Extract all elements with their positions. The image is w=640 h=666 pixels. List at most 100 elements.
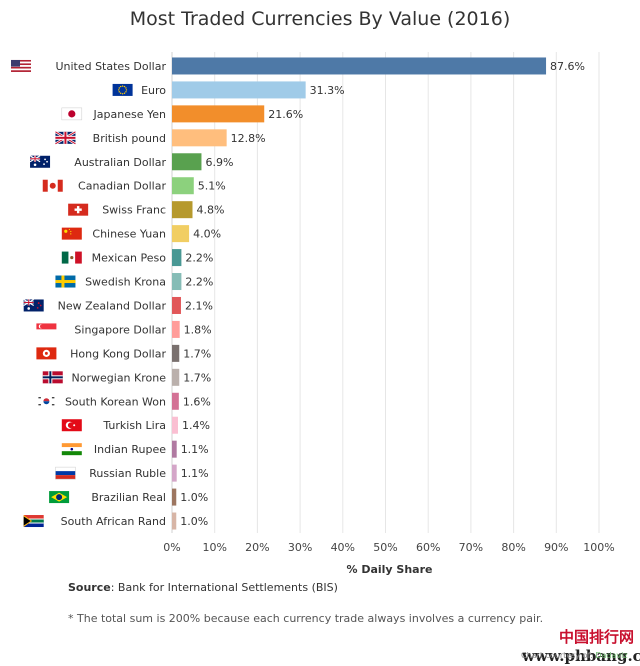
source-text: : Bank for International Settlements (BI…	[110, 581, 338, 594]
x-tick-label: 60%	[416, 541, 440, 554]
credit-prefix: Chart courtesy of:	[521, 651, 596, 660]
category-label: Japanese Yen	[93, 108, 166, 121]
flag-part	[55, 471, 76, 476]
us-flag	[11, 59, 31, 72]
bar-value-label: 4.8%	[196, 204, 224, 217]
nz-flag	[23, 298, 44, 312]
bar-value-label: 5.1%	[198, 180, 226, 193]
flag-part	[23, 301, 34, 303]
flag-part	[125, 87, 127, 89]
flag-part	[70, 255, 74, 260]
flag-part	[36, 323, 57, 330]
flag-part	[56, 494, 63, 501]
flag-part	[70, 230, 72, 233]
flag-part	[73, 424, 76, 427]
flag-part	[11, 63, 31, 66]
bar-value-label: 4.0%	[193, 228, 221, 241]
flag-part	[36, 306, 39, 309]
flag-part	[51, 404, 55, 406]
flag-part	[38, 404, 41, 406]
flag-part	[61, 451, 82, 456]
bar	[172, 392, 179, 410]
ru-flag	[55, 466, 76, 480]
bar	[172, 368, 180, 386]
flag-part	[70, 447, 74, 451]
category-label: Russian Ruble	[89, 467, 166, 480]
bar	[172, 464, 177, 482]
flag-part	[11, 65, 31, 67]
flag-part	[11, 68, 31, 71]
bar-value-label: 87.6%	[550, 60, 585, 73]
x-tick-label: 100%	[583, 541, 614, 554]
flag-part	[121, 85, 124, 87]
bar-value-label: 21.6%	[268, 108, 303, 121]
no-flag	[42, 371, 63, 384]
flag-part	[38, 397, 41, 399]
flag-part	[75, 251, 82, 264]
bar-chart: 0% 10% 20% 30% 40% 50% 60% 70% 80% 90% 100% % Daily…	[11, 52, 615, 576]
source-label: Source	[68, 581, 111, 594]
category-label: Swiss Franc	[102, 204, 166, 217]
za-flag	[23, 515, 44, 528]
bar-value-label: 1.8%	[184, 323, 212, 336]
flag-part	[39, 304, 42, 307]
x-tick-label: 30%	[288, 541, 312, 554]
flag-part	[23, 515, 44, 522]
bar-value-label: 2.2%	[185, 252, 213, 265]
au-flag	[29, 155, 51, 168]
bar	[172, 153, 202, 171]
bar	[172, 296, 181, 314]
bar	[172, 273, 182, 291]
bar-value-label: 1.0%	[180, 515, 208, 528]
category-label: Norwegian Krone	[72, 371, 167, 384]
flag-part	[118, 91, 120, 93]
chart-title: Most Traded Currencies By Value (2016)	[129, 8, 511, 30]
flag-part	[68, 110, 76, 118]
flag-part	[68, 228, 70, 231]
flag-part	[51, 397, 55, 399]
bar-value-label: 1.4%	[182, 419, 210, 432]
bar-value-label: 1.6%	[183, 395, 211, 408]
flag-part	[33, 163, 37, 167]
flag-part	[37, 302, 40, 304]
category-label: British pound	[93, 132, 166, 145]
bar-value-label: 2.2%	[185, 276, 213, 289]
category-label: New Zealand Dollar	[58, 299, 167, 312]
flag-part	[119, 85, 122, 88]
flag-part	[40, 324, 44, 329]
category-label: Canadian Dollar	[78, 180, 166, 193]
watermark-site-name: 中国排行网	[558, 628, 634, 646]
category-label: Indian Rupee	[94, 443, 166, 456]
tr-flag	[61, 419, 82, 432]
flag-part	[49, 182, 56, 189]
flag-part	[112, 83, 133, 96]
mx-flag	[61, 251, 82, 264]
flag-part	[55, 467, 76, 472]
category-label: Mexican Peso	[92, 252, 167, 265]
flag-part	[11, 66, 31, 69]
bar	[172, 177, 194, 195]
flag-part	[11, 59, 31, 62]
br-flag	[49, 491, 70, 504]
bar	[172, 249, 182, 267]
flag-part	[121, 93, 124, 95]
gb-flag	[54, 130, 77, 145]
bar	[172, 105, 265, 123]
flag-part	[74, 208, 82, 211]
flag-part	[61, 443, 82, 448]
flag-part	[61, 251, 69, 264]
x-tick-label: 40%	[331, 541, 355, 554]
flag-part	[30, 158, 41, 160]
footnote: * The total sum is 200% because each cur…	[68, 612, 544, 625]
bar-value-label: 1.1%	[181, 467, 209, 480]
x-tick-label: 0%	[163, 541, 180, 554]
flag-part	[123, 92, 126, 94]
flag-part	[64, 229, 68, 233]
flag-part	[118, 89, 120, 91]
source-note: Source: Bank for International Settlemen…	[68, 581, 338, 594]
bar	[172, 201, 193, 219]
in-flag	[61, 443, 82, 456]
bar-value-label: 1.1%	[181, 443, 209, 456]
bar	[172, 488, 177, 506]
watermark: 中国排行网 www.phbang.cn	[522, 626, 640, 665]
